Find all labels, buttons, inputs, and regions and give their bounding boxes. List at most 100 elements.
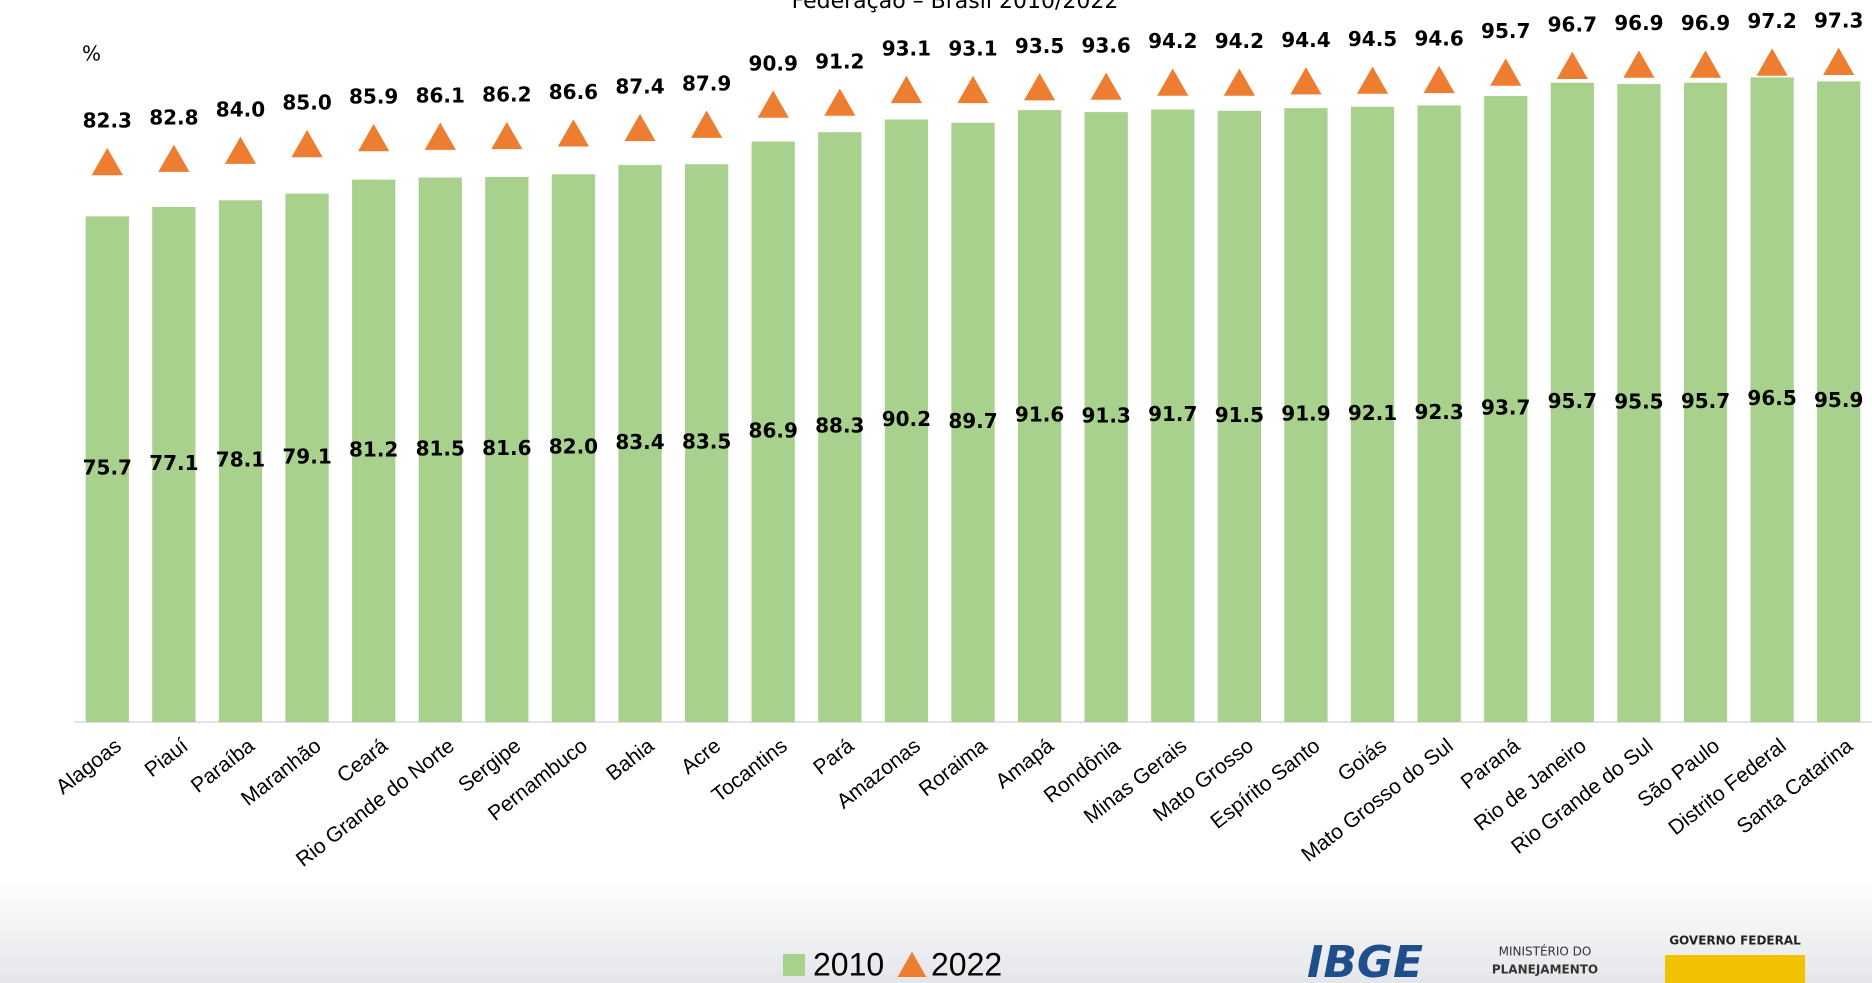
data-label: 94.4 [1281,28,1330,52]
x-tick-label: Piauí [140,734,192,782]
government-text: GOVERNO FEDERAL [1669,934,1801,948]
data-label: 97.2 [1747,9,1796,33]
bar [1350,106,1395,723]
data-label: 96.9 [1614,11,1663,35]
marker [1623,50,1655,78]
x-tick-label: Acre [677,734,725,779]
marker [224,136,257,164]
data-label: 82.0 [549,435,598,459]
data-label: 93.6 [1082,33,1131,57]
marker [358,123,390,152]
bar [1750,77,1794,722]
data-label: 96.7 [1548,13,1597,37]
data-label: 86.9 [749,418,798,442]
bar [1084,112,1128,723]
data-label: 89.7 [948,409,997,433]
marker [91,147,123,176]
data-label: 88.3 [815,414,864,438]
marker [1689,50,1722,78]
marker [1556,51,1588,80]
marker [1290,67,1322,95]
data-label: 82.8 [149,105,198,129]
bar [684,164,729,723]
data-label: 91.9 [1281,402,1330,426]
data-label: 96.9 [1681,11,1730,35]
data-label: 91.3 [1082,404,1131,428]
bar [1484,96,1528,723]
data-label: 93.1 [948,37,997,61]
data-label: 90.9 [749,51,798,75]
bar [951,122,995,722]
chart-title: Federação – Brasil 2010/2022 [792,0,1119,14]
bar [1217,110,1262,722]
data-label: 93.1 [882,37,931,61]
bar [818,132,862,722]
marker [1090,72,1122,100]
bar [85,216,129,722]
data-label: 96.5 [1747,386,1796,410]
marker [624,113,656,142]
marker [158,144,190,172]
data-label: 81.5 [416,436,465,460]
data-label: 81.2 [349,437,398,461]
data-label: 91.7 [1148,402,1197,426]
data-label: 90.2 [882,407,931,431]
data-label: 91.6 [1015,403,1064,427]
data-label: 95.7 [1681,389,1730,413]
legend-label: 2022 [931,946,1002,982]
x-tick-label: Rio de Janeiro [1470,734,1591,835]
marker [1756,48,1788,76]
data-label: 82.3 [83,109,132,133]
data-label: 84.0 [216,97,265,121]
data-label: 93.7 [1481,396,1530,420]
data-label: 83.4 [615,430,664,454]
legend-label: 2010 [813,946,884,982]
bar [1683,82,1728,722]
data-label: 94.2 [1215,29,1264,53]
ibge-logo: IBGE [1307,937,1423,983]
marker [491,121,523,150]
data-label: 91.2 [815,49,864,73]
data-label: 79.1 [282,444,331,468]
x-tick-label: Alagoas [52,734,126,799]
bar [1817,81,1861,722]
data-label: 94.2 [1148,29,1197,53]
data-label: 81.6 [482,436,531,460]
x-tick-label: Goiás [1334,734,1391,786]
marker [824,88,856,116]
marker [757,90,789,118]
marker [1490,58,1522,86]
data-label: 95.7 [1481,19,1530,43]
marker [890,75,923,104]
data-label: 85.0 [282,91,331,115]
data-label: 87.9 [682,71,731,95]
bar [1417,105,1461,723]
footer-band [0,880,1872,983]
data-label: 94.6 [1414,27,1463,51]
footer-logos: IBGE MINISTÉRIO DO PLANEJAMENTO GOVERNO … [1307,934,1805,983]
marker [1023,73,1056,101]
government-mark [1665,955,1805,983]
marker [1423,65,1455,94]
marker [957,75,989,104]
y-axis-label: % [82,42,101,66]
data-label: 93.5 [1015,34,1064,58]
x-tick-label: Tocantins [708,734,792,807]
marker [1157,68,1189,96]
bar [751,141,795,722]
bar [1017,110,1062,722]
marker [291,129,323,158]
data-label: 94.5 [1348,27,1397,51]
ministry-text: PLANEJAMENTO [1492,963,1598,977]
bar [418,177,462,722]
data-label: 92.3 [1414,400,1463,424]
data-label: 91.5 [1215,403,1264,427]
data-label: 97.3 [1814,9,1863,33]
marker [1223,68,1255,96]
marker [691,110,723,138]
bar [1617,84,1661,722]
x-tick-label: Ceará [333,734,392,788]
data-label: 75.7 [83,456,132,480]
data-label: 95.7 [1548,389,1597,413]
bar [1284,108,1328,722]
